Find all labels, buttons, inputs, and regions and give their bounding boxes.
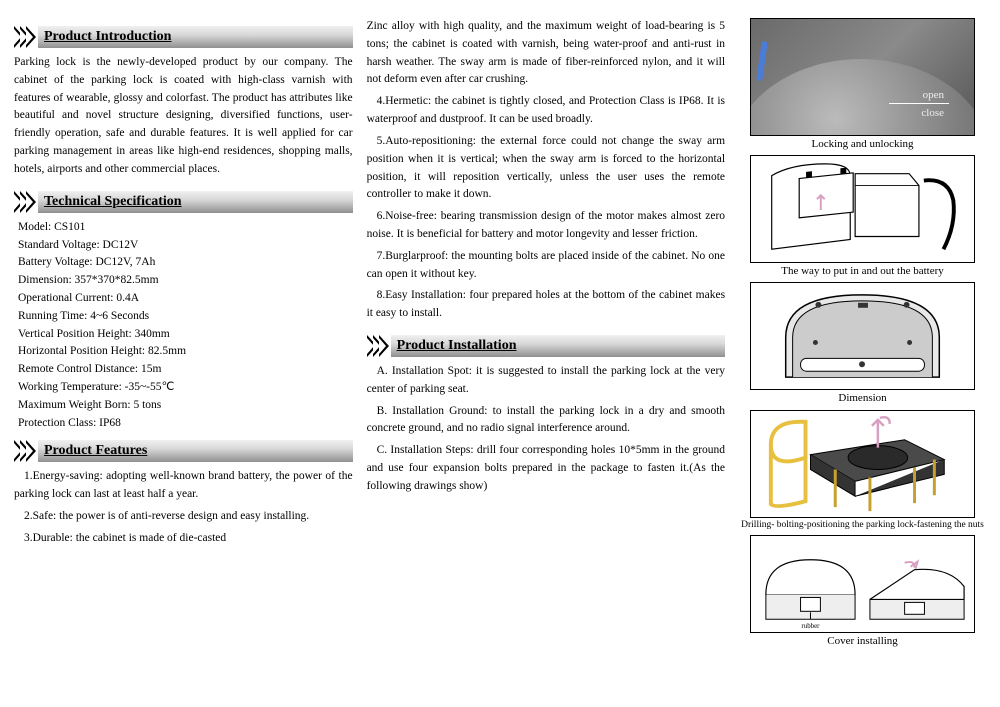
header-install-label: Product Installation (391, 335, 725, 357)
header-intro: Product Introduction (14, 26, 353, 48)
open-label: open (923, 89, 944, 101)
figure-cover: rubber Cover installing (739, 535, 986, 648)
chevron-icon (14, 26, 32, 48)
feature-8: 8.Easy Installation: four prepared holes… (367, 287, 725, 323)
spec-line: Battery Voltage: DC12V, 7Ah (18, 254, 353, 272)
spec-line: Working Temperature: -35~-55℃ (18, 379, 353, 397)
caption-4: Drilling- bolting-positioning the parkin… (741, 520, 984, 531)
spec-list: Model: CS101 Standard Voltage: DC12V Bat… (14, 219, 353, 433)
caption-3: Dimension (838, 392, 886, 405)
figure-battery-image (750, 155, 975, 263)
figure-battery: The way to put in and out the battery (739, 155, 986, 278)
feature-7: 7.Burglarproof: the mounting bolts are p… (367, 248, 725, 284)
figure-locking-image: open close (750, 18, 975, 136)
spec-line: Operational Current: 0.4A (18, 290, 353, 308)
spec-line: Dimension: 357*370*82.5mm (18, 272, 353, 290)
figure-drilling: Drilling- bolting-positioning the parkin… (739, 410, 986, 531)
feature-6: 6.Noise-free: bearing transmission desig… (367, 208, 725, 244)
header-intro-label: Product Introduction (38, 26, 353, 48)
feature-5: 5.Auto-repositioning: the external force… (367, 133, 725, 204)
right-column: open close Locking and unlocking The way… (739, 18, 986, 689)
chevron-icon (14, 440, 32, 462)
install-c: C. Installation Steps: drill four corres… (367, 442, 725, 495)
svg-text:rubber: rubber (801, 624, 820, 631)
figure-drilling-image (750, 410, 975, 518)
spec-line: Running Time: 4~6 Seconds (18, 308, 353, 326)
install-a: A. Installation Spot: it is suggested to… (367, 363, 725, 399)
feature-3a: 3.Durable: the cabinet is made of die-ca… (14, 530, 353, 548)
spec-line: Horizontal Position Height: 82.5mm (18, 343, 353, 361)
caption-1: Locking and unlocking (812, 138, 914, 151)
figure-dimension-image (750, 282, 975, 390)
feature-3b: Zinc alloy with high quality, and the ma… (367, 18, 725, 89)
spec-line: Vertical Position Height: 340mm (18, 326, 353, 344)
header-spec: Technical Specification (14, 191, 353, 213)
header-install: Product Installation (367, 335, 725, 357)
figure-cover-image: rubber (750, 535, 975, 633)
spec-line: Remote Control Distance: 15m (18, 361, 353, 379)
intro-text: Parking lock is the newly-developed prod… (14, 54, 353, 179)
header-spec-label: Technical Specification (38, 191, 353, 213)
chevron-icon (14, 191, 32, 213)
spec-line: Standard Voltage: DC12V (18, 237, 353, 255)
figure-locking: open close Locking and unlocking (739, 18, 986, 151)
figure-dimension: Dimension (739, 282, 986, 405)
spec-line: Maximum Weight Born: 5 tons (18, 397, 353, 415)
install-b: B. Installation Ground: to install the p… (367, 403, 725, 439)
header-features-label: Product Features (38, 440, 353, 462)
feature-4: 4.Hermetic: the cabinet is tightly close… (367, 93, 725, 129)
left-column: Product Introduction Parking lock is the… (14, 18, 353, 689)
close-label: close (921, 107, 944, 119)
spec-line: Model: CS101 (18, 219, 353, 237)
spec-line: Protection Class: IP68 (18, 415, 353, 433)
header-features: Product Features (14, 440, 353, 462)
feature-1: 1.Energy-saving: adopting well-known bra… (14, 468, 353, 504)
caption-5: Cover installing (827, 635, 898, 648)
feature-2: 2.Safe: the power is of anti-reverse des… (14, 508, 353, 526)
middle-column: Zinc alloy with high quality, and the ma… (367, 18, 725, 689)
chevron-icon (367, 335, 385, 357)
caption-2: The way to put in and out the battery (781, 265, 944, 278)
